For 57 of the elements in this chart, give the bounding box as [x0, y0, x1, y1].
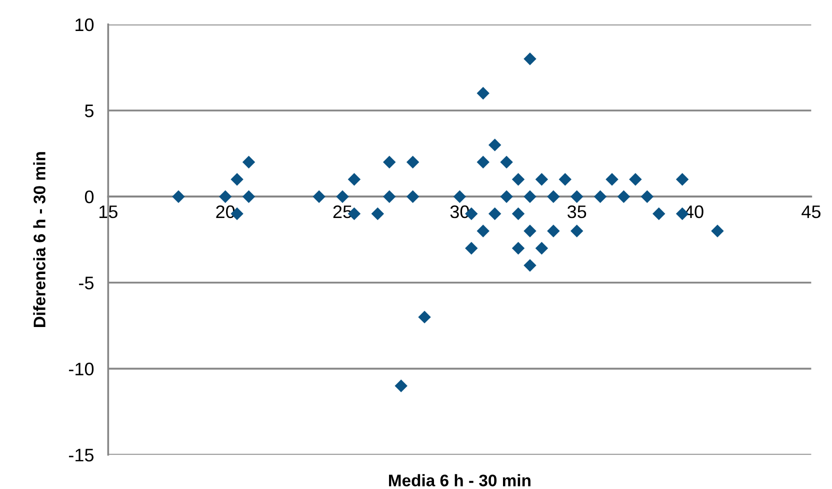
- point: [512, 207, 525, 220]
- point: [476, 224, 490, 238]
- point: [172, 190, 185, 203]
- point: [242, 190, 256, 203]
- point: [418, 310, 431, 324]
- point: [570, 190, 584, 203]
- point: [383, 156, 396, 169]
- x-tick-label: 45: [802, 206, 820, 218]
- point: [535, 242, 548, 255]
- point: [606, 173, 618, 186]
- y-tick-label: 10: [76, 18, 94, 32]
- point: [524, 259, 536, 272]
- point: [218, 190, 232, 203]
- point: [535, 173, 548, 186]
- y-tick-label: -15: [68, 448, 94, 462]
- y-tick-label: 0: [84, 190, 94, 204]
- point: [453, 190, 466, 203]
- point: [629, 173, 642, 186]
- point: [230, 173, 244, 186]
- y-tick-label: 5: [84, 104, 94, 118]
- point: [558, 173, 572, 186]
- point: [476, 86, 490, 100]
- point: [547, 224, 560, 238]
- point: [652, 207, 666, 220]
- x-tick-label: 15: [99, 206, 118, 218]
- point: [524, 52, 536, 66]
- point: [383, 190, 396, 203]
- point: [312, 190, 326, 203]
- point: [570, 224, 584, 238]
- point: [488, 138, 502, 152]
- y-tick-label: -10: [68, 362, 94, 376]
- point: [500, 156, 513, 169]
- point: [406, 190, 420, 203]
- point: [348, 173, 361, 186]
- point: [465, 242, 478, 255]
- point: [640, 190, 654, 203]
- point: [524, 190, 536, 203]
- point: [242, 156, 256, 169]
- point: [524, 224, 536, 238]
- point: [711, 224, 724, 238]
- point: [676, 173, 689, 186]
- point: [336, 190, 349, 203]
- point: [500, 190, 513, 203]
- y-axis-title: Diferencia 6 h - 30 min: [33, 152, 46, 327]
- point: [512, 173, 525, 186]
- point: [594, 190, 607, 203]
- point: [371, 207, 384, 220]
- point: [476, 156, 490, 169]
- x-axis-title: Media 6 h - 30 min: [389, 474, 530, 486]
- point: [394, 380, 408, 392]
- x-tick-label: 35: [568, 205, 586, 218]
- point: [547, 190, 560, 203]
- point: [406, 156, 420, 169]
- point: [617, 190, 630, 203]
- y-tick-label: -5: [79, 276, 94, 290]
- point: [512, 242, 525, 255]
- point: [488, 207, 502, 220]
